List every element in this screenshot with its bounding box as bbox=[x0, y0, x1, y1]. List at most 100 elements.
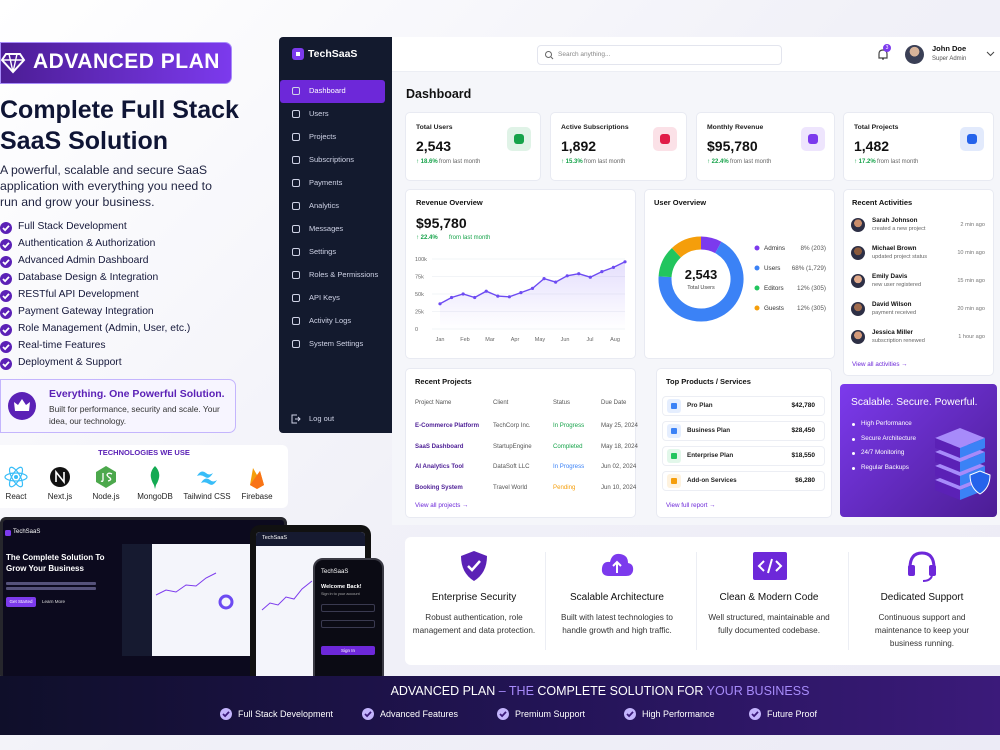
avatar bbox=[851, 330, 865, 344]
mic bbox=[922, 575, 933, 582]
laptop-link[interactable]: Learn More bbox=[42, 599, 66, 604]
highlight-text: Continuous support and maintenance to ke… bbox=[874, 613, 970, 648]
card-title: Top Products / Services bbox=[666, 377, 751, 386]
projects-card bbox=[405, 368, 636, 518]
promo-item: High Performance bbox=[861, 420, 912, 427]
tick bbox=[467, 560, 481, 572]
nav-item[interactable]: Payments bbox=[309, 178, 343, 187]
footer-item: High Performance bbox=[642, 709, 715, 719]
nav-item[interactable]: Settings bbox=[309, 247, 337, 256]
project-client: Travel World bbox=[493, 483, 528, 491]
stat-label: Monthly Revenue bbox=[707, 124, 764, 131]
stat-card bbox=[550, 112, 687, 181]
highlight-title: Dedicated Support bbox=[880, 592, 964, 603]
phone-body bbox=[313, 558, 384, 691]
bell-icon bbox=[878, 49, 888, 60]
product-row bbox=[662, 446, 825, 466]
avatar[interactable] bbox=[905, 45, 924, 64]
logo-inner bbox=[296, 52, 300, 56]
footer-item: Full Stack Development bbox=[238, 709, 334, 719]
project-due: May 25, 2024 bbox=[601, 422, 638, 429]
nav-icon bbox=[292, 248, 300, 256]
bell bbox=[878, 49, 888, 60]
mini-line bbox=[155, 572, 217, 596]
project-name[interactable]: AI Analytics Tool bbox=[415, 463, 464, 470]
nav-item[interactable]: System Settings bbox=[309, 339, 364, 348]
logout[interactable]: Log out bbox=[309, 414, 335, 423]
nav-icon-shape bbox=[292, 271, 300, 279]
activity-action: payment received bbox=[872, 310, 917, 316]
phone-button[interactable]: Sign In bbox=[321, 646, 375, 655]
laptop-button[interactable]: Get Started bbox=[6, 597, 36, 607]
nav-item[interactable]: Messages bbox=[309, 224, 344, 233]
search-box[interactable] bbox=[537, 45, 782, 65]
nav-item[interactable]: API Keys bbox=[309, 293, 340, 302]
check-icon bbox=[0, 256, 12, 268]
highlight-title: Scalable Architecture bbox=[570, 592, 664, 603]
feature-item: Advanced Admin Dashboard bbox=[18, 255, 149, 266]
highlight-text: Well structured, maintainable and fully … bbox=[708, 613, 830, 635]
check-mark bbox=[364, 711, 372, 718]
x-tick-label: Jan bbox=[436, 337, 445, 343]
stat-icon-shape bbox=[660, 134, 670, 144]
stat-label: Total Users bbox=[416, 124, 453, 131]
y-tick-label: 100k bbox=[415, 257, 427, 263]
feature-item: Payment Gateway Integration bbox=[18, 306, 154, 317]
arrow-up bbox=[612, 560, 622, 573]
bullet bbox=[852, 467, 855, 471]
check-mark bbox=[2, 344, 10, 351]
page-title: Dashboard bbox=[406, 87, 472, 101]
y-tick-label: 75k bbox=[415, 275, 424, 281]
callout-text: Built for performance, security and scal… bbox=[49, 404, 220, 426]
nav-item[interactable]: Dashboard bbox=[309, 86, 346, 95]
nav-item[interactable]: Users bbox=[309, 109, 329, 118]
headline: SaaS Solution bbox=[0, 127, 169, 155]
donut-segment bbox=[658, 241, 744, 322]
products-card bbox=[656, 368, 832, 518]
nav-icon-shape bbox=[292, 133, 300, 141]
tech-label: Next.js bbox=[47, 492, 73, 501]
legend-dot bbox=[754, 305, 760, 311]
check-mark bbox=[2, 242, 10, 249]
nav-item[interactable]: Subscriptions bbox=[309, 155, 355, 164]
revenue-point bbox=[530, 286, 535, 290]
feature-item: Deployment & Support bbox=[18, 357, 122, 368]
nav-icon-shape bbox=[292, 225, 300, 233]
project-name[interactable]: E-Commerce Platform bbox=[415, 422, 480, 429]
divider bbox=[696, 552, 697, 650]
revenue-point bbox=[542, 277, 546, 281]
product-amount: $28,450 bbox=[791, 427, 816, 434]
check-icon bbox=[0, 290, 12, 302]
nav-item[interactable]: Roles & Permissions bbox=[309, 270, 379, 279]
project-name[interactable]: Booking System bbox=[415, 483, 463, 491]
nav-item[interactable]: Analytics bbox=[309, 201, 340, 210]
search-icon bbox=[545, 51, 554, 60]
project-name[interactable]: SaaS Dashboard bbox=[415, 442, 464, 450]
x-tick-label: Aug bbox=[610, 337, 620, 343]
promo-title: Scalable. Secure. Powerful. bbox=[851, 397, 978, 408]
legend-value: 68% (1,729) bbox=[792, 265, 826, 272]
donut-segment bbox=[671, 236, 702, 258]
stat-note: from last month bbox=[439, 159, 481, 165]
nav-icon bbox=[292, 317, 300, 325]
activities-link[interactable]: View all activities → bbox=[852, 361, 908, 368]
check-mark bbox=[626, 711, 634, 718]
product-amount: $6,280 bbox=[795, 477, 815, 484]
phone-brand: TechSaaS bbox=[321, 569, 349, 575]
check-mark bbox=[2, 310, 10, 317]
products-link[interactable]: View full report → bbox=[666, 502, 716, 509]
check-icon bbox=[749, 708, 761, 720]
stat-icon bbox=[660, 134, 670, 144]
project-status: In Progress bbox=[553, 422, 585, 429]
projects-link[interactable]: View all projects → bbox=[415, 502, 469, 509]
check-mark bbox=[499, 711, 507, 718]
stat-value: $95,780 bbox=[707, 138, 758, 154]
stat-value: 1,892 bbox=[561, 138, 597, 154]
nav-item[interactable]: Activity Logs bbox=[309, 316, 352, 325]
tailwind-wave bbox=[197, 471, 217, 485]
nav-item[interactable]: Projects bbox=[309, 132, 337, 141]
bullet bbox=[852, 437, 855, 441]
nav-active bbox=[280, 80, 385, 103]
y-tick-label: 25k bbox=[415, 310, 424, 316]
activity-name: Emily Davis bbox=[872, 273, 908, 280]
